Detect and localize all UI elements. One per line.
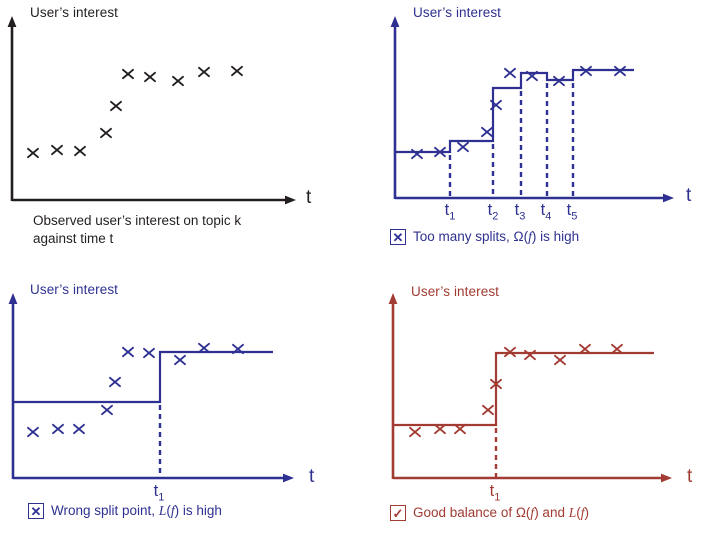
caption-text: against time t xyxy=(33,231,114,246)
plot-canvas-good-balance xyxy=(388,293,672,483)
plot-title: User’s interest xyxy=(30,282,119,297)
panel-observed-data: User’s interest t Observed user’s intere… xyxy=(0,0,352,267)
scatter-point xyxy=(490,378,502,390)
scatter-point xyxy=(74,145,86,157)
scatter-point xyxy=(411,148,423,160)
caption-text: Observed user’s interest on topic k xyxy=(33,213,242,228)
scatter-point xyxy=(110,100,122,112)
step-function xyxy=(395,68,634,154)
scatter-point xyxy=(51,144,63,156)
scatter-point xyxy=(232,343,244,355)
caption-observed: Observed user’s interest on topic k again… xyxy=(33,212,323,248)
scatter-point xyxy=(504,67,516,79)
scatter-point xyxy=(504,346,516,358)
scatter-point xyxy=(409,426,421,438)
step-function xyxy=(13,350,273,404)
step-function xyxy=(393,351,654,427)
scatter-point xyxy=(143,347,155,359)
scatter-point xyxy=(614,65,626,77)
plot-canvas-observed xyxy=(7,16,296,205)
scatter-point xyxy=(580,65,592,77)
x-axis-label: t xyxy=(309,466,315,487)
checked-box-icon: ✓ xyxy=(390,505,406,521)
scatter-point xyxy=(457,141,469,153)
scatter-point xyxy=(73,423,85,435)
y-axis-arrow-icon xyxy=(390,16,400,27)
scatter-point xyxy=(524,349,536,361)
crossed-box-icon: ✕ xyxy=(390,229,406,245)
caption-wrong-split: ✕ Wrong split point, L(f) is high xyxy=(28,503,222,519)
y-axis-arrow-icon xyxy=(8,293,18,304)
scatter-point xyxy=(526,70,538,82)
plot-title: User’s interest xyxy=(413,5,502,20)
plot-title: User’s interest xyxy=(411,284,500,299)
x-axis-arrow-icon xyxy=(663,193,674,203)
scatter-point xyxy=(27,147,39,159)
scatter-point xyxy=(579,343,591,355)
scatter-point xyxy=(490,99,502,111)
y-axis-arrow-icon xyxy=(7,16,17,27)
scatter-point xyxy=(172,75,184,87)
panel-wrong-split: User’s interest t t1 ✕ Wrong split point,… xyxy=(0,267,352,534)
scatter-point xyxy=(52,423,64,435)
scatter-point xyxy=(454,423,466,435)
plot-canvas-too-many-splits xyxy=(390,16,674,203)
y-axis-arrow-icon xyxy=(388,293,398,304)
scatter-point xyxy=(198,66,210,78)
scatter-point xyxy=(109,376,121,388)
crossed-box-icon: ✕ xyxy=(28,503,44,519)
caption-good-balance: ✓ Good balance of Ω(f) and L(f) xyxy=(390,505,589,521)
caption-text: Too many splits, Ω(f) is high xyxy=(413,229,580,244)
x-axis-label: t xyxy=(306,187,312,208)
panel-good-balance: User’s interest t t1 ✓ Good balance of Ω(… xyxy=(352,267,703,534)
plot-title: User’s interest xyxy=(30,5,119,20)
x-axis-arrow-icon xyxy=(283,473,294,483)
caption-text: Wrong split point, L(f) is high xyxy=(51,503,222,518)
scatter-point xyxy=(27,426,39,438)
x-axis-arrow-icon xyxy=(285,195,296,205)
scatter-point xyxy=(122,346,134,358)
scatter-point xyxy=(481,126,493,138)
scatter-point xyxy=(434,423,446,435)
scatter-point xyxy=(144,71,156,83)
scatter-point xyxy=(101,404,113,416)
scatter-point xyxy=(122,68,134,80)
plot-canvas-wrong-split xyxy=(8,293,294,483)
scatter-point xyxy=(100,127,112,139)
scatter-point xyxy=(231,65,243,77)
scatter-point xyxy=(434,146,446,158)
x-axis-label: t xyxy=(687,466,693,487)
scatter-point xyxy=(198,342,210,354)
scatter-point xyxy=(482,404,494,416)
caption-text: Good balance of Ω(f) and L(f) xyxy=(413,505,589,520)
scatter-point xyxy=(174,354,186,366)
scatter-point xyxy=(553,75,565,87)
x-axis-arrow-icon xyxy=(661,473,672,483)
scatter-point xyxy=(611,343,623,355)
scatter-point xyxy=(554,354,566,366)
x-axis-label: t xyxy=(686,185,692,206)
panel-too-many-splits: User’s interest t t1 t2 t3 t4 t5 ✕ Too many s… xyxy=(352,0,703,267)
caption-too-many-splits: ✕ Too many splits, Ω(f) is high xyxy=(390,229,579,245)
